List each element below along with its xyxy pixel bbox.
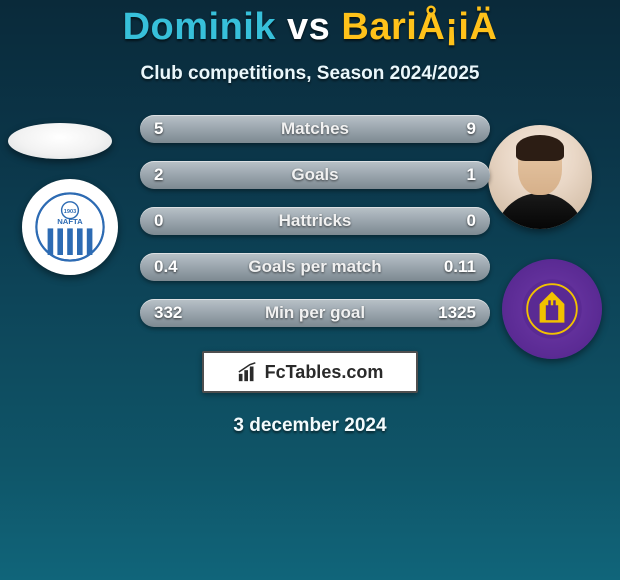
site-attribution-badge: FcTables.com xyxy=(202,351,418,393)
player-left-avatar xyxy=(8,123,112,159)
avatar-torso xyxy=(495,193,585,229)
stat-bars: 5 Matches 9 2 Goals 1 0 Hattricks 0 0.4 … xyxy=(140,115,490,345)
site-attribution-text: FcTables.com xyxy=(265,362,384,383)
stat-row-hattricks: 0 Hattricks 0 xyxy=(140,207,490,235)
stat-right-value: 1 xyxy=(467,161,476,189)
title-vs: vs xyxy=(287,6,330,48)
maribor-badge-icon xyxy=(521,278,583,340)
title-player-right: BariÅ¡iÄ xyxy=(341,6,497,48)
stat-right-value: 1325 xyxy=(438,299,476,327)
team-right-badge xyxy=(502,259,602,359)
stat-row-matches: 5 Matches 9 xyxy=(140,115,490,143)
subtitle: Club competitions, Season 2024/2025 xyxy=(0,63,620,85)
nafta-badge-icon: 1903 NAFTA xyxy=(35,192,105,262)
stat-row-goals-per-match: 0.4 Goals per match 0.11 xyxy=(140,253,490,281)
stat-label: Goals xyxy=(140,161,490,189)
stat-right-value: 0 xyxy=(467,207,476,235)
bar-chart-icon xyxy=(237,361,259,383)
player-right-avatar xyxy=(488,125,592,229)
team-left-badge: 1903 NAFTA xyxy=(22,179,118,275)
svg-text:1903: 1903 xyxy=(64,209,76,215)
svg-text:NAFTA: NAFTA xyxy=(57,217,83,226)
stat-row-goals: 2 Goals 1 xyxy=(140,161,490,189)
avatar-hair xyxy=(516,135,564,161)
stat-right-value: 0.11 xyxy=(444,253,476,281)
stat-label: Matches xyxy=(140,115,490,143)
stat-row-min-per-goal: 332 Min per goal 1325 xyxy=(140,299,490,327)
stat-right-value: 9 xyxy=(467,115,476,143)
title-player-left: Dominik xyxy=(123,6,276,48)
snapshot-date: 3 december 2024 xyxy=(0,415,620,437)
comparison-stage: 1903 NAFTA 5 xyxy=(0,115,620,455)
stat-label: Hattricks xyxy=(140,207,490,235)
page-title: Dominik vs BariÅ¡iÄ xyxy=(0,0,620,49)
stat-label: Goals per match xyxy=(140,253,490,281)
